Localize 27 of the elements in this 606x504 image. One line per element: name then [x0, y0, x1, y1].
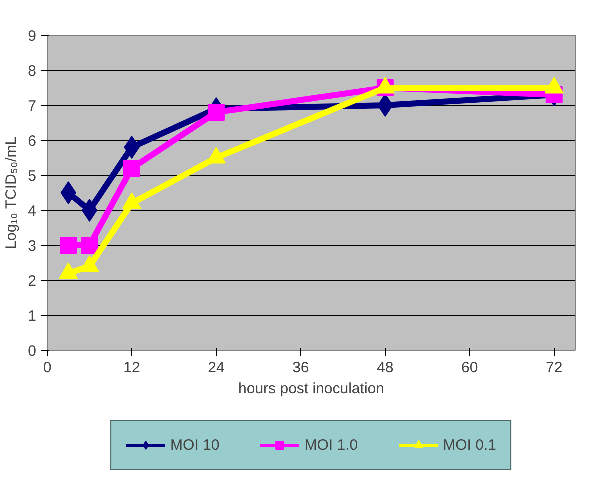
x-tick-label: 48 [377, 360, 394, 376]
legend-label: MOI 0.1 [443, 436, 496, 454]
y-tick-label: 3 [28, 238, 36, 255]
x-tick-label: 60 [462, 360, 478, 376]
point [82, 199, 98, 222]
point [81, 237, 98, 254]
y-tick-label: 4 [28, 203, 36, 220]
y-tick-label: 1 [28, 308, 36, 325]
point [208, 104, 225, 121]
y-tick-label: 6 [28, 133, 36, 150]
point [123, 160, 140, 177]
x-tick-label: 72 [546, 360, 563, 376]
y-tick-label: 9 [28, 28, 36, 45]
x-tick-label: 12 [124, 360, 140, 376]
y-tick-label: 0 [28, 343, 36, 360]
point [60, 237, 78, 254]
y-tick-label: 2 [28, 273, 36, 290]
x-tick-label: 0 [43, 360, 52, 376]
y-axis-title: Log₁₀ TCID₅₀/mL [3, 136, 20, 250]
legend-label: MOI 1.0 [304, 436, 358, 454]
x-axis-title: hours post inoculation [238, 380, 384, 398]
x-tick-label: 24 [208, 360, 225, 376]
y-tick-label: 8 [28, 63, 36, 80]
y-tick-label: 5 [28, 168, 36, 185]
y-tick-label: 7 [28, 98, 36, 115]
x-tick-label: 36 [292, 360, 310, 376]
legend-label: MOI 10 [170, 436, 220, 454]
